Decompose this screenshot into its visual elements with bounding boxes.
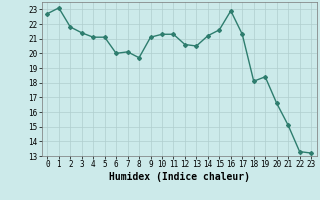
- X-axis label: Humidex (Indice chaleur): Humidex (Indice chaleur): [109, 172, 250, 182]
